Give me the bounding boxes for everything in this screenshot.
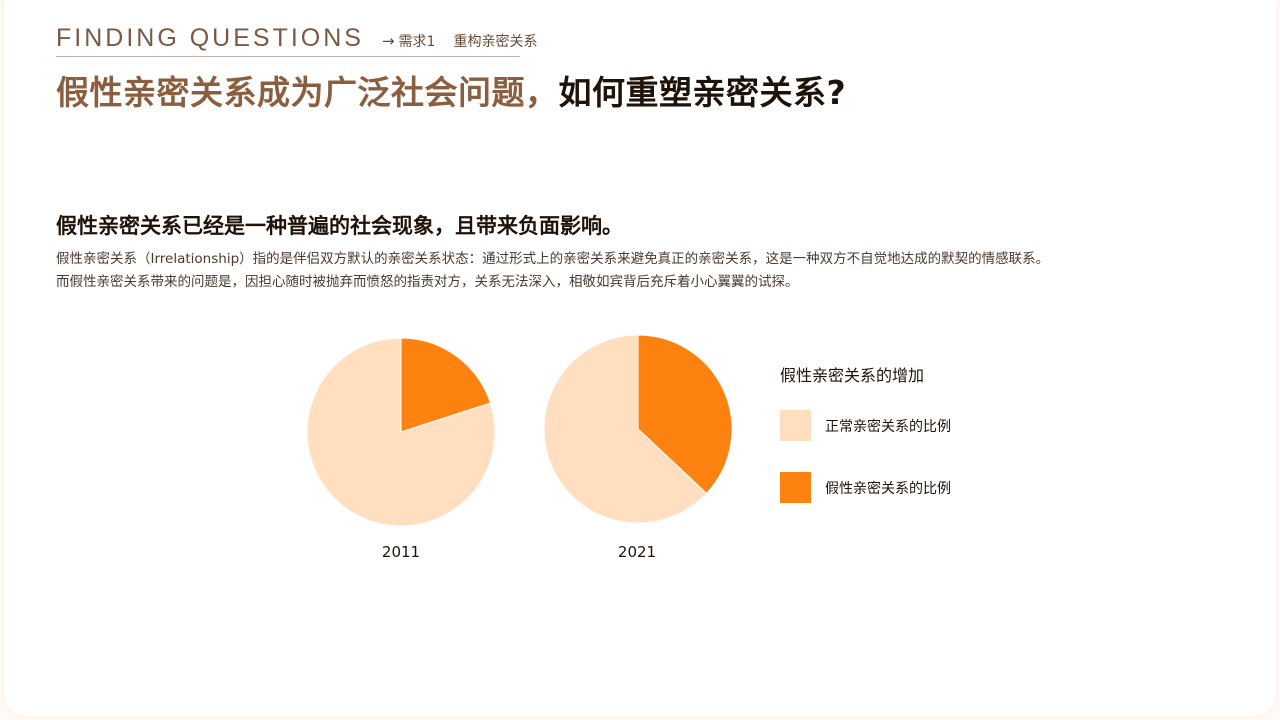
page-title: 假性亲密关系成为广泛社会问题，如何重塑亲密关系? bbox=[56, 66, 846, 114]
pie-label-2011: 2011 bbox=[381, 543, 421, 561]
pie-chart-2011 bbox=[306, 337, 496, 527]
section-description: 假性亲密关系（Irrelationship）指的是伴侣双方默认的亲密关系状态：通… bbox=[56, 248, 1256, 294]
pie-chart-2021 bbox=[543, 334, 733, 524]
kicker-requirement: 需求1 bbox=[398, 34, 436, 50]
pie-slice-pseudo bbox=[400, 337, 492, 433]
legend-swatch-pseudo bbox=[780, 472, 811, 503]
legend-item-pseudo: 假性亲密关系的比例 bbox=[780, 472, 951, 503]
pie-slice-normal bbox=[306, 337, 496, 527]
kicker-english: FINDING QUESTIONS bbox=[56, 24, 364, 52]
pie-slice-normal bbox=[543, 334, 708, 524]
arrow-right-icon: → bbox=[381, 32, 395, 50]
kicker-divider bbox=[56, 56, 520, 57]
legend-swatch-normal bbox=[780, 410, 811, 441]
legend-label: 正常亲密关系的比例 bbox=[825, 418, 951, 435]
title-question: 如何重塑亲密关系? bbox=[558, 73, 847, 112]
section-subtitle: 假性亲密关系已经是一种普遍的社会现象，且带来负面影响。 bbox=[56, 214, 623, 238]
pie-slice-pseudo bbox=[637, 334, 733, 495]
description-line: 假性亲密关系（Irrelationship）指的是伴侣双方默认的亲密关系状态：通… bbox=[56, 251, 1050, 267]
section-kicker: FINDING QUESTIONS → 需求1 重构亲密关系 bbox=[56, 24, 537, 53]
chart-legend: 假性亲密关系的增加 正常亲密关系的比例 假性亲密关系的比例 bbox=[780, 362, 951, 503]
legend-item-normal: 正常亲密关系的比例 bbox=[780, 410, 951, 441]
title-highlight: 假性亲密关系成为广泛社会问题， bbox=[56, 73, 559, 112]
legend-title: 假性亲密关系的增加 bbox=[780, 366, 925, 385]
pie-label-2021: 2021 bbox=[617, 543, 657, 561]
description-line: 而假性亲密关系带来的问题是，因担心随时被抛弃而愤怒的指责对方，关系无法深入，相敬… bbox=[56, 274, 799, 290]
legend-label: 假性亲密关系的比例 bbox=[825, 480, 951, 497]
kicker-topic: 重构亲密关系 bbox=[453, 34, 538, 50]
